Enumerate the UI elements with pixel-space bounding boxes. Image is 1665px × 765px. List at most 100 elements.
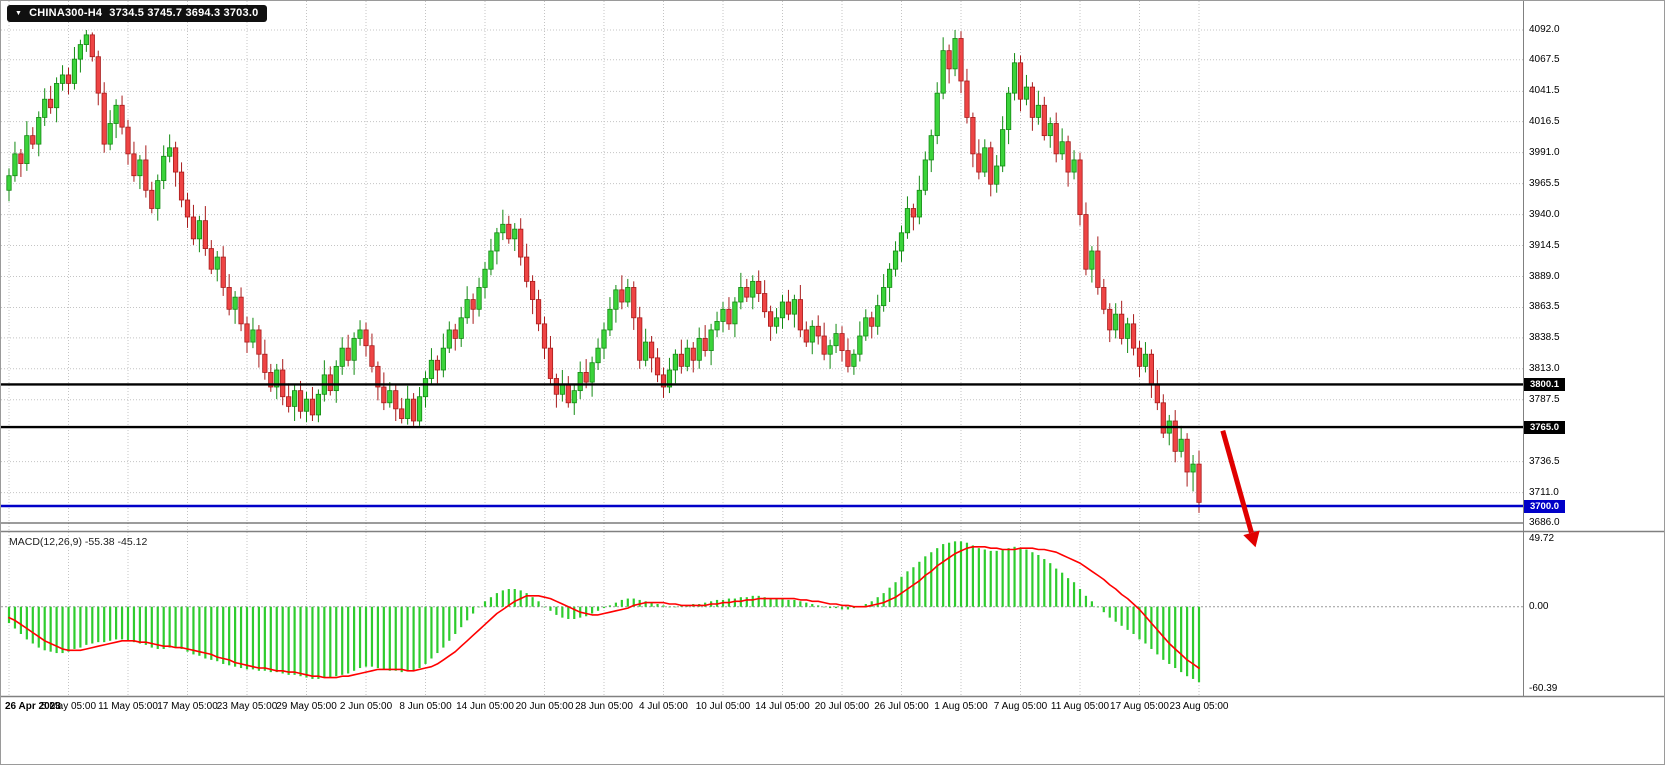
macd-histogram-bar (591, 606, 594, 614)
macd-histogram-bar (162, 606, 165, 649)
candle-body (863, 317, 869, 337)
macd-histogram-bar (222, 606, 225, 664)
macd-histogram-bar (287, 606, 290, 675)
macd-histogram-bar (948, 542, 951, 607)
candle-body (791, 299, 798, 315)
macd-histogram-bar (525, 593, 528, 607)
time-tick-label: 20 Jun 05:00 (515, 701, 574, 712)
macd-histogram-bar (805, 602, 808, 607)
candle-body (1142, 353, 1149, 367)
price-tick-label: 4016.5 (1529, 115, 1560, 127)
candle-body (149, 189, 155, 209)
candle-body (327, 374, 333, 392)
candle-body (994, 165, 1000, 185)
macd-histogram-bar (25, 606, 28, 640)
candle-body (869, 317, 875, 327)
macd-histogram-bar (370, 606, 374, 667)
macd-histogram-bar (674, 606, 677, 608)
price-tag: 3765.0 (1524, 420, 1565, 434)
candle-body (42, 98, 48, 118)
time-tick-label: 8 Jun 05:00 (399, 701, 452, 712)
candle-body (36, 117, 42, 145)
macd-histogram-bar (210, 606, 213, 660)
macd-histogram-bar (888, 587, 891, 607)
sell-arrow-head[interactable] (1243, 530, 1260, 548)
candle-body (744, 287, 750, 298)
macd-histogram-bar (281, 606, 284, 674)
macd-histogram-bar (192, 606, 195, 655)
candle-body (161, 155, 167, 181)
symbol-info-chip[interactable]: ▼ CHINA300-H4 3734.5 3745.7 3694.3 3703.… (7, 5, 268, 22)
macd-histogram-bar (150, 606, 153, 648)
time-tick-label: 7 Aug 05:00 (993, 701, 1048, 712)
candle-body (184, 199, 191, 218)
candle-body (48, 98, 54, 109)
candle-body (1125, 323, 1131, 339)
macd-histogram-bar (662, 605, 665, 607)
sell-arrow-shaft[interactable] (1220, 430, 1254, 534)
macd-histogram-bar (406, 606, 409, 671)
candle-body (583, 372, 589, 383)
macd-histogram-bar (1007, 548, 1010, 607)
candle-body (762, 293, 768, 313)
macd-histogram-bar (942, 544, 945, 607)
macd-histogram-bar (412, 606, 415, 671)
macd-histogram-bar (537, 601, 540, 607)
macd-histogram-bar (477, 606, 481, 608)
macd-histogram-bar (43, 606, 46, 651)
macd-histogram-bar (799, 601, 802, 607)
candle-body (107, 123, 113, 145)
candle-body (750, 280, 756, 298)
candle-body (857, 335, 863, 355)
candle-body (410, 398, 417, 422)
macd-histogram-bar (1168, 606, 1171, 664)
macd-histogram-bar (436, 606, 439, 654)
macd-histogram-bar (138, 606, 141, 644)
dropdown-caret-icon[interactable]: ▼ (15, 10, 23, 17)
candle-body (898, 232, 905, 252)
candle-body (607, 308, 613, 331)
price-tick-label: 3863.5 (1529, 301, 1560, 313)
macd-histogram-bar (751, 595, 754, 607)
price-tick-label: 3813.0 (1529, 362, 1560, 374)
candle-body (660, 374, 667, 388)
price-tag: 3800.1 (1524, 377, 1565, 391)
candle-body (654, 357, 661, 376)
macd-histogram-bar (1180, 606, 1183, 673)
macd-histogram-bar (894, 582, 897, 607)
macd-histogram-bar (1001, 549, 1004, 607)
macd-histogram-bar (1067, 578, 1070, 607)
macd-histogram-bar (1037, 554, 1040, 607)
candle-body (881, 287, 887, 307)
candle-body (268, 372, 274, 388)
candle-body (196, 220, 202, 240)
macd-histogram-bar (204, 606, 207, 659)
candle-body (1041, 104, 1047, 137)
candle-body (83, 34, 89, 45)
candle-body (696, 338, 702, 361)
candle-body (1196, 463, 1202, 503)
candle-body (1023, 86, 1030, 100)
time-tick-label: 17 May 05:00 (157, 701, 218, 712)
candle-body (345, 347, 351, 361)
candle-body (244, 323, 250, 343)
candle-body (482, 268, 488, 288)
candle-body (934, 92, 940, 137)
candle-body (155, 180, 161, 209)
macd-histogram-bar (430, 606, 433, 659)
candle-body (357, 329, 363, 339)
macd-histogram-bar (67, 606, 70, 652)
macd-histogram-bar (317, 606, 320, 679)
candle-body (595, 347, 601, 364)
candle-body (446, 329, 452, 349)
macd-histogram-bar (1019, 548, 1022, 607)
macd-histogram-bar (31, 606, 34, 644)
candle-body (226, 287, 232, 310)
price-tick-label: 3940.0 (1529, 208, 1560, 220)
macd-histogram-bar (263, 606, 266, 671)
macd-histogram-bar (275, 606, 278, 673)
